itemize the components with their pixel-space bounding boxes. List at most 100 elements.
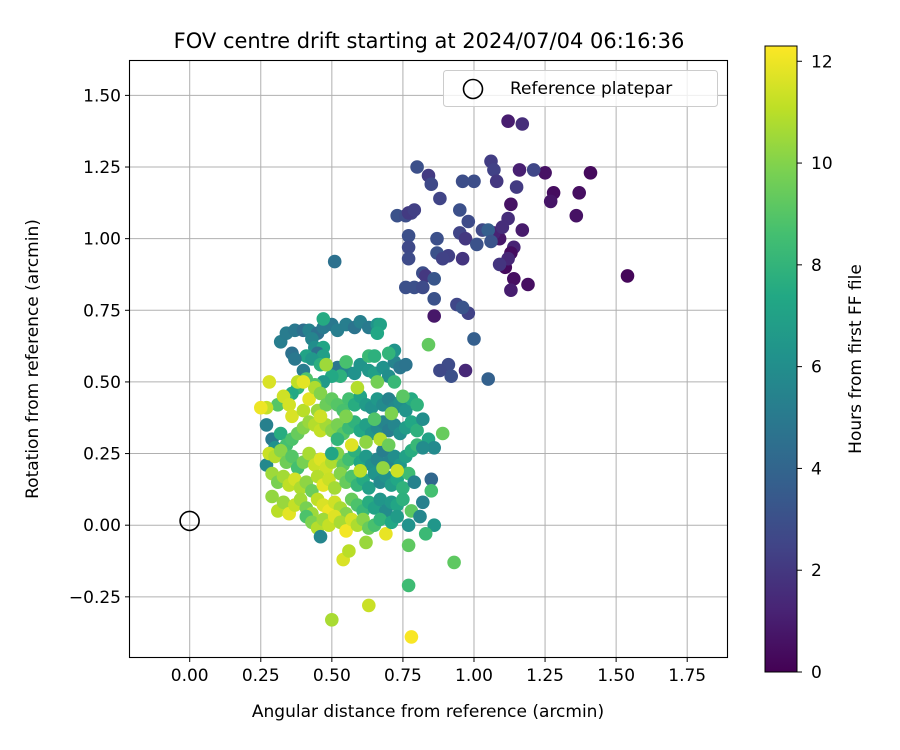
- data-point: [362, 481, 376, 495]
- data-point: [495, 220, 510, 234]
- data-point: [521, 277, 535, 292]
- data-point: [390, 509, 405, 524]
- data-point: [413, 509, 427, 524]
- data-point: [410, 423, 424, 438]
- data-point: [504, 283, 518, 298]
- data-point: [447, 555, 461, 570]
- data-point: [339, 355, 353, 369]
- y-axis: −0.25 0.00 0.25 0.50 0.75 1.00 1.25 1.50: [69, 86, 130, 608]
- data-point: [487, 163, 501, 177]
- data-point: [416, 495, 430, 510]
- data-point: [359, 535, 373, 550]
- data-point: [325, 613, 339, 627]
- data-point: [387, 375, 402, 389]
- data-point: [367, 412, 382, 427]
- data-point: [572, 186, 586, 200]
- data-point: [416, 280, 430, 295]
- x-axis-label: Angular distance from reference (arcmin): [252, 702, 604, 722]
- data-point: [327, 254, 342, 269]
- colorbar-tick-label: 10: [811, 154, 833, 174]
- data-point: [433, 191, 447, 206]
- data-point: [381, 346, 396, 361]
- data-point: [396, 492, 410, 507]
- colorbar-tick-label: 0: [811, 663, 822, 683]
- data-point: [401, 240, 416, 255]
- x-tick-label: 1.00: [455, 666, 493, 686]
- data-point: [538, 166, 552, 180]
- data-point: [285, 449, 299, 464]
- data-point: [515, 117, 530, 131]
- data-point: [401, 518, 416, 532]
- data-point: [327, 481, 342, 495]
- y-tick-label: 1.25: [83, 158, 121, 178]
- data-point: [455, 174, 470, 189]
- data-point: [276, 495, 291, 510]
- data-point: [458, 363, 473, 378]
- data-point: [302, 392, 316, 406]
- data-point: [313, 409, 328, 424]
- data-point: [435, 426, 450, 441]
- data-point: [620, 269, 635, 283]
- x-tick-label: 0.25: [242, 666, 280, 686]
- legend-box: [443, 70, 718, 107]
- colorbar-tick-label: 2: [811, 561, 822, 581]
- data-point: [401, 538, 416, 553]
- data-point: [481, 372, 496, 386]
- data-point: [285, 409, 299, 424]
- data-point: [427, 292, 442, 306]
- data-point: [455, 251, 470, 266]
- data-point: [509, 180, 524, 194]
- chart-title: FOV centre drift starting at 2024/07/04 …: [174, 29, 685, 53]
- data-point: [359, 435, 373, 449]
- y-axis-label: Rotation from reference (arcmin): [23, 219, 43, 499]
- y-tick-label: 0.75: [83, 301, 121, 321]
- grid: [130, 61, 727, 657]
- data-point: [404, 630, 419, 644]
- y-tick-label: 0.50: [83, 373, 121, 393]
- data-point: [424, 472, 439, 487]
- x-tick-label: 1.25: [526, 666, 564, 686]
- data-point: [370, 326, 385, 341]
- data-point: [367, 349, 382, 363]
- colorbar-ticks: 0 2 4 6 8 10 12: [797, 52, 833, 683]
- data-point: [399, 280, 413, 295]
- data-point: [427, 309, 442, 323]
- data-point: [373, 512, 388, 527]
- legend: Reference platepar: [443, 70, 718, 107]
- colorbar-tick-label: 6: [811, 358, 822, 378]
- data-point: [507, 272, 521, 286]
- colorbar-tick-label: 12: [811, 52, 833, 72]
- x-tick-label: 1.75: [668, 666, 706, 686]
- data-point: [396, 481, 410, 495]
- data-point: [330, 432, 345, 447]
- data-point: [401, 578, 416, 593]
- data-point: [435, 251, 450, 266]
- x-tick-label: 1.50: [597, 666, 635, 686]
- data-point: [501, 114, 515, 128]
- data-point: [543, 194, 558, 209]
- data-point: [353, 464, 368, 478]
- data-point: [418, 527, 433, 541]
- data-point: [424, 177, 439, 191]
- data-point: [470, 237, 484, 252]
- data-point: [481, 223, 496, 237]
- data-point: [401, 251, 416, 266]
- data-point: [461, 214, 476, 229]
- reference-marker: [179, 510, 200, 532]
- data-point: [427, 518, 442, 532]
- data-point: [484, 234, 498, 249]
- data-point: [259, 418, 274, 432]
- x-tick-label: 0.00: [171, 666, 209, 686]
- scatter-points: [253, 114, 635, 644]
- data-point: [370, 375, 385, 389]
- data-point: [410, 398, 424, 412]
- data-point: [444, 369, 459, 384]
- data-point: [433, 363, 447, 378]
- data-point: [339, 524, 353, 538]
- data-point: [273, 443, 288, 458]
- colorbar-tick-label: 4: [811, 459, 822, 479]
- data-point: [489, 174, 504, 189]
- data-point: [313, 529, 328, 544]
- legend-marker-open-circle: [462, 78, 484, 100]
